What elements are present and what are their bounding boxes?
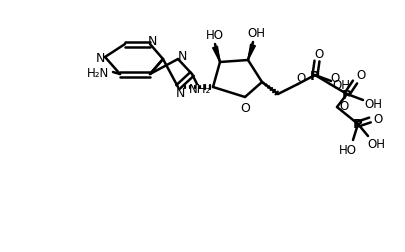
Text: O: O — [239, 101, 249, 114]
Text: OH: OH — [363, 97, 381, 110]
Text: O: O — [356, 68, 365, 81]
Text: P: P — [352, 118, 362, 131]
Text: O: O — [313, 47, 323, 60]
Text: O: O — [373, 112, 382, 125]
Polygon shape — [212, 47, 220, 63]
Text: P: P — [341, 88, 351, 101]
Text: N: N — [177, 49, 186, 62]
Text: N: N — [147, 34, 156, 47]
Text: O: O — [339, 99, 348, 112]
Text: HO: HO — [205, 28, 224, 41]
Text: H₂N: H₂N — [87, 66, 109, 79]
Text: O: O — [330, 71, 339, 84]
Text: HO: HO — [338, 144, 356, 157]
Text: N: N — [95, 51, 104, 64]
Polygon shape — [247, 45, 255, 61]
Text: OH: OH — [366, 138, 384, 151]
Text: P: P — [309, 69, 319, 82]
Text: OH: OH — [331, 78, 349, 91]
Text: OH: OH — [246, 26, 264, 39]
Text: NH₂: NH₂ — [188, 82, 211, 95]
Text: O: O — [296, 71, 305, 84]
Text: N: N — [175, 86, 184, 99]
